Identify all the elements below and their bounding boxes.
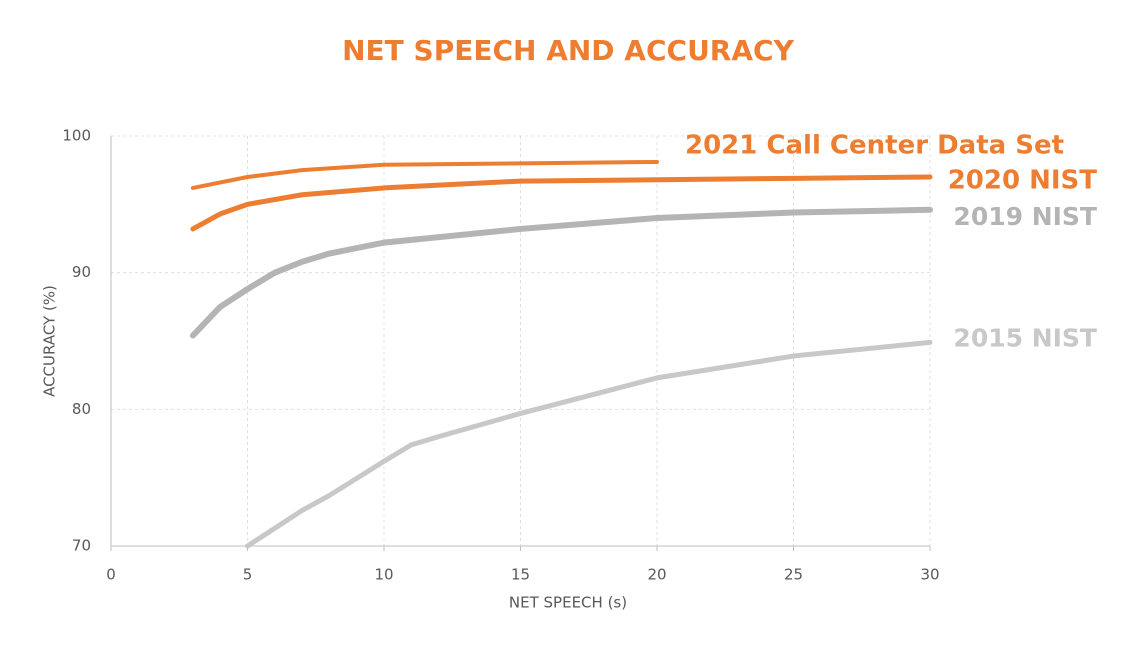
y-axis-label: ACCURACY (%)	[41, 285, 59, 397]
y-tick-label: 80	[72, 400, 91, 418]
x-tick-label: 30	[920, 566, 939, 584]
series-line	[190, 174, 933, 232]
series-label: 2021 Call Center Data Set	[685, 130, 1064, 160]
x-axis-label: NET SPEECH (s)	[509, 594, 627, 612]
x-tick-label: 0	[106, 566, 116, 584]
chart-title: NET SPEECH AND ACCURACY	[342, 34, 794, 67]
series-label: 2020 NIST	[948, 166, 1098, 196]
x-tick-label: 15	[511, 566, 530, 584]
series-line	[190, 159, 659, 190]
x-tick-label: 10	[374, 566, 393, 584]
series-label: 2019 NIST	[953, 202, 1097, 231]
series-label: 2015 NIST	[953, 323, 1097, 352]
x-tick-label: 25	[784, 566, 803, 584]
x-tick-label: 5	[243, 566, 253, 584]
series-line	[245, 339, 933, 549]
y-tick-label: 100	[62, 127, 91, 145]
y-tick-label: 90	[72, 263, 91, 281]
y-tick-label: 70	[72, 537, 91, 555]
series-line	[189, 206, 933, 339]
x-tick-label: 20	[647, 566, 666, 584]
